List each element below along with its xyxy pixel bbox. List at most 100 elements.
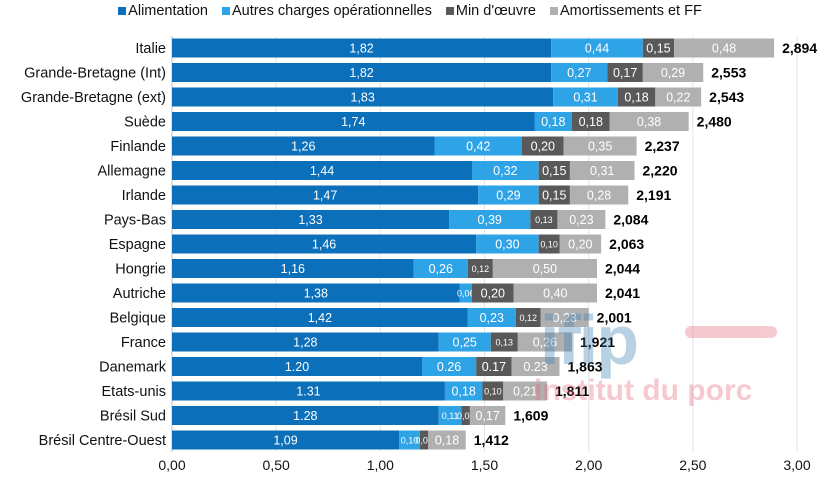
bar-segment <box>476 234 539 254</box>
data-label: 1.28 <box>293 409 317 423</box>
data-label: 0,26 <box>429 262 453 276</box>
data-label: 0,31 <box>590 164 614 178</box>
data-label: 0,39 <box>478 213 502 227</box>
bar-segment <box>172 185 479 205</box>
bar-segment <box>617 87 656 107</box>
data-label: 0,23 <box>480 311 504 325</box>
bar-segment <box>472 161 539 180</box>
legend-label: Alimentation <box>128 3 208 19</box>
bar-segment <box>438 406 462 425</box>
category-label: Grande-Bretagne (ext) <box>21 90 166 106</box>
data-label: 0,18 <box>451 385 475 399</box>
bar-segment <box>449 210 531 229</box>
bar-segment <box>172 259 414 278</box>
category-label: Pays-Bas <box>104 213 166 229</box>
bar-segment <box>607 63 643 82</box>
bar-segment <box>172 406 439 425</box>
bar-segment <box>172 210 450 229</box>
total-label: 2,191 <box>636 187 671 203</box>
bar-segment <box>472 283 514 303</box>
data-label: 1,38 <box>304 287 328 301</box>
bar-segment <box>172 430 400 450</box>
data-label: 0,26 <box>533 336 557 350</box>
bar-segment <box>609 112 689 131</box>
bar-segment <box>459 283 472 303</box>
total-label: 2,894 <box>782 40 817 56</box>
total-label: 1,921 <box>580 334 615 350</box>
bar-segment <box>522 136 564 156</box>
category-label: Brésil Sud <box>100 409 166 425</box>
bar-segment <box>467 308 516 327</box>
bar-segment <box>482 381 504 401</box>
data-label: 0,42 <box>466 140 490 154</box>
total-label: 2,063 <box>609 236 644 252</box>
data-label: 1,47 <box>313 189 337 203</box>
legend-swatch <box>118 7 127 15</box>
data-label: 0,38 <box>637 115 661 129</box>
data-label: 0,10 <box>401 436 419 446</box>
data-label: 0,12 <box>472 264 490 274</box>
data-label: 0,13 <box>535 215 553 225</box>
data-label: 0,04 <box>415 436 433 446</box>
total-label: 1,609 <box>513 408 548 424</box>
data-label: 0,17 <box>613 66 637 80</box>
data-label: 1,42 <box>308 311 332 325</box>
total-label: 2,220 <box>643 163 678 179</box>
category-label: Autriche <box>113 286 166 302</box>
data-label: 0,20 <box>481 287 505 301</box>
bar-segment <box>674 38 775 58</box>
bar-segment <box>551 38 643 58</box>
data-label: 1,44 <box>310 164 334 178</box>
data-label: 0,06 <box>457 289 475 299</box>
total-label: 2,553 <box>711 65 746 81</box>
data-label: 0,10 <box>484 387 502 397</box>
bar-segment <box>172 283 460 303</box>
category-label: Danemark <box>99 360 167 376</box>
category-label: Italie <box>135 41 166 57</box>
x-tick-label: 0,50 <box>263 457 290 473</box>
bar-segment <box>490 332 518 352</box>
bar-segment <box>172 234 477 254</box>
total-label: 2,480 <box>697 114 732 130</box>
category-label: Espagne <box>109 237 166 253</box>
category-label: Brésil Centre-Ouest <box>39 433 166 449</box>
bar-segment <box>428 430 466 450</box>
data-label: 0,48 <box>712 42 736 56</box>
bar-segment <box>172 308 468 327</box>
data-label: 0,32 <box>493 164 517 178</box>
legend-item: Autres charges opérationnelles <box>221 3 432 19</box>
data-label: 0,18 <box>435 434 459 448</box>
data-label: 1,16 <box>281 262 305 276</box>
data-label: 0,29 <box>496 189 520 203</box>
bar-segment <box>419 430 429 450</box>
x-tick-label: 3,00 <box>783 457 810 473</box>
data-label: 1,09 <box>273 434 297 448</box>
data-label: 0,29 <box>661 66 685 80</box>
data-label: 0,15 <box>646 42 670 56</box>
bar-segment <box>172 357 422 376</box>
bar-segment <box>557 210 606 229</box>
bar-segment <box>655 87 702 107</box>
category-label: Irlande <box>122 188 166 204</box>
bar-segment <box>538 234 560 254</box>
data-label: 0,04 <box>457 411 475 421</box>
category-label: Grande-Bretagne (Int) <box>24 66 166 82</box>
data-label: 0,22 <box>666 91 690 105</box>
x-tick-label: 2,50 <box>679 457 706 473</box>
bar-segment <box>513 283 597 303</box>
bar-segment <box>422 357 477 376</box>
legend-swatch <box>445 7 454 15</box>
category-label: Allemagne <box>97 164 166 180</box>
legend-label: Amortissements et FF <box>560 3 702 19</box>
data-label: 0,25 <box>453 336 477 350</box>
data-label: 0,20 <box>531 140 555 154</box>
category-label: France <box>121 335 166 351</box>
bar-segment <box>434 136 522 156</box>
bar-segment <box>551 63 608 82</box>
total-label: 2,084 <box>613 212 648 228</box>
x-tick-label: 1,00 <box>367 457 394 473</box>
data-label: 0,18 <box>579 115 603 129</box>
data-label: 0,30 <box>495 238 519 252</box>
